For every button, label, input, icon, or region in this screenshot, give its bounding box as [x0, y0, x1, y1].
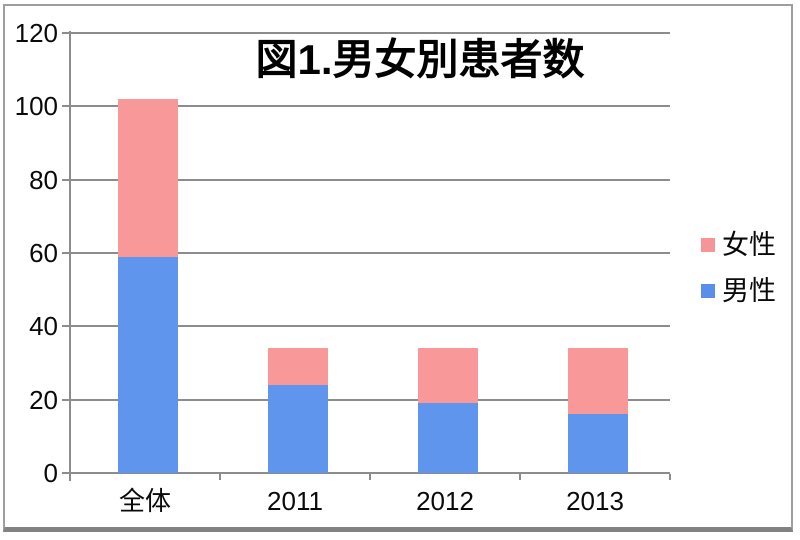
x-axis-label-全体: 全体 [118, 486, 171, 516]
legend-item-男性: 男性 [701, 276, 776, 306]
y-axis-tick-100 [62, 105, 70, 108]
legend: 女性 男性 [701, 230, 776, 306]
legend-swatch-icon [701, 238, 715, 252]
x-axis-label-2011: 2011 [267, 486, 323, 516]
y-axis-tick-120 [62, 32, 70, 34]
bar-segment-2011-男性 [268, 385, 328, 473]
x-axis-tick-4 [669, 474, 671, 480]
x-axis-label-2013: 2013 [566, 486, 624, 516]
bar-segment-2011-女性 [268, 348, 328, 385]
gridline-0 [70, 472, 670, 474]
y-axis-label-40: 40 [29, 311, 58, 342]
gridline-60 [70, 252, 670, 254]
gridline-100 [70, 105, 670, 108]
x-axis-tick-3 [519, 474, 521, 480]
y-axis-label-80: 80 [29, 164, 58, 195]
bar-segment-全体-女性 [118, 99, 178, 257]
bar-segment-2012-女性 [418, 348, 478, 404]
bar-segment-2013-女性 [568, 348, 628, 415]
legend-item-女性: 女性 [701, 230, 776, 260]
y-axis-label-120: 120 [14, 18, 58, 48]
x-axis-label-2012: 2012 [416, 486, 474, 516]
y-axis-label-60: 60 [29, 238, 58, 268]
x-axis-tick-1 [219, 474, 221, 480]
gridline-20 [70, 398, 670, 401]
y-axis-label-100: 100 [14, 91, 58, 122]
legend-label: 男性 [722, 276, 776, 306]
gridline-80 [70, 178, 670, 181]
bar-segment-2013-男性 [568, 414, 628, 473]
y-axis-label-0: 0 [43, 458, 58, 488]
y-axis-tick-80 [62, 178, 70, 181]
legend-label: 女性 [722, 230, 776, 260]
y-axis-tick-60 [62, 252, 70, 254]
y-axis-tick-40 [62, 325, 70, 328]
y-axis-line [69, 31, 71, 481]
gridline-120 [70, 32, 670, 34]
x-axis-tick-2 [369, 474, 371, 480]
y-axis-label-20: 20 [29, 384, 58, 415]
legend-swatch-icon [701, 284, 715, 298]
bar-segment-全体-男性 [118, 256, 178, 473]
gridline-40 [70, 325, 670, 328]
bar-segment-2012-男性 [418, 403, 478, 473]
y-axis-tick-0 [62, 472, 70, 474]
x-axis-tick-0 [69, 474, 71, 480]
chart-title: 図1.男女別患者数 [255, 36, 585, 83]
y-axis-tick-20 [62, 398, 70, 401]
